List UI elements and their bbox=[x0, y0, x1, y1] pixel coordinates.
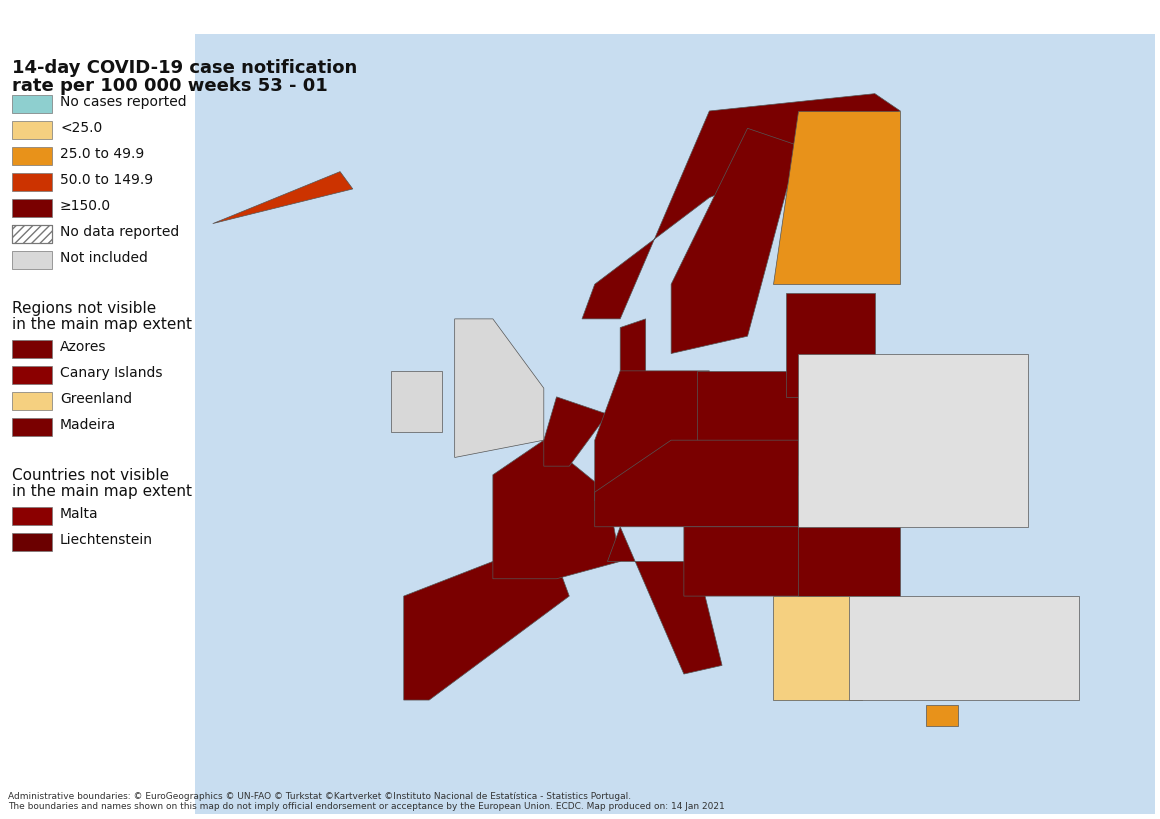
Text: Liechtenstein: Liechtenstein bbox=[60, 533, 153, 547]
Polygon shape bbox=[212, 172, 353, 224]
Polygon shape bbox=[926, 705, 958, 726]
Polygon shape bbox=[608, 527, 722, 674]
Text: Administrative boundaries: © EuroGeographics © UN-FAO © Turkstat ©Kartverket ©In: Administrative boundaries: © EuroGeograp… bbox=[8, 792, 631, 801]
Polygon shape bbox=[595, 371, 709, 500]
Text: Regions not visible: Regions not visible bbox=[12, 301, 157, 316]
Polygon shape bbox=[404, 596, 429, 683]
Bar bbox=[12, 199, 52, 217]
Text: in the main map extent: in the main map extent bbox=[12, 317, 193, 332]
Bar bbox=[12, 366, 52, 384]
Bar bbox=[12, 507, 52, 525]
Polygon shape bbox=[798, 354, 1028, 527]
Bar bbox=[12, 340, 52, 358]
Text: ≥150.0: ≥150.0 bbox=[60, 199, 111, 213]
Bar bbox=[12, 392, 52, 410]
Polygon shape bbox=[773, 111, 900, 284]
Text: No cases reported: No cases reported bbox=[60, 95, 187, 109]
Text: 14-day COVID-19 case notification: 14-day COVID-19 case notification bbox=[12, 59, 357, 77]
Bar bbox=[12, 225, 52, 243]
Bar bbox=[12, 173, 52, 191]
Text: rate per 100 000 weeks 53 - 01: rate per 100 000 weeks 53 - 01 bbox=[12, 77, 328, 95]
Polygon shape bbox=[672, 129, 798, 354]
Polygon shape bbox=[849, 596, 1079, 700]
Bar bbox=[12, 251, 52, 269]
Bar bbox=[12, 533, 52, 551]
Text: in the main map extent: in the main map extent bbox=[12, 484, 193, 499]
Polygon shape bbox=[785, 293, 875, 397]
Text: Azores: Azores bbox=[60, 340, 107, 354]
Polygon shape bbox=[798, 492, 900, 596]
Bar bbox=[195, 34, 1155, 814]
Polygon shape bbox=[621, 319, 646, 379]
Bar bbox=[12, 225, 52, 243]
Text: Countries not visible: Countries not visible bbox=[12, 468, 169, 483]
Text: <25.0: <25.0 bbox=[60, 121, 102, 135]
Text: Greenland: Greenland bbox=[60, 392, 132, 406]
FancyBboxPatch shape bbox=[195, 49, 1155, 804]
Bar bbox=[12, 418, 52, 436]
Polygon shape bbox=[544, 397, 608, 466]
Polygon shape bbox=[493, 440, 621, 579]
Polygon shape bbox=[595, 440, 798, 527]
Text: Madeira: Madeira bbox=[60, 418, 116, 432]
Polygon shape bbox=[697, 371, 824, 475]
Polygon shape bbox=[773, 596, 862, 700]
Polygon shape bbox=[391, 371, 442, 432]
Text: No data reported: No data reported bbox=[60, 225, 180, 239]
Polygon shape bbox=[582, 93, 900, 319]
Text: The boundaries and names shown on this map do not imply official endorsement or : The boundaries and names shown on this m… bbox=[8, 802, 725, 811]
Text: Not included: Not included bbox=[60, 251, 147, 265]
Text: Malta: Malta bbox=[60, 507, 99, 521]
Bar bbox=[12, 121, 52, 139]
Text: Canary Islands: Canary Islands bbox=[60, 366, 162, 380]
Polygon shape bbox=[404, 562, 570, 700]
Text: 25.0 to 49.9: 25.0 to 49.9 bbox=[60, 147, 144, 161]
Polygon shape bbox=[455, 319, 544, 458]
Polygon shape bbox=[684, 527, 849, 613]
Bar bbox=[12, 147, 52, 165]
Text: 50.0 to 149.9: 50.0 to 149.9 bbox=[60, 173, 153, 187]
Bar bbox=[12, 95, 52, 113]
